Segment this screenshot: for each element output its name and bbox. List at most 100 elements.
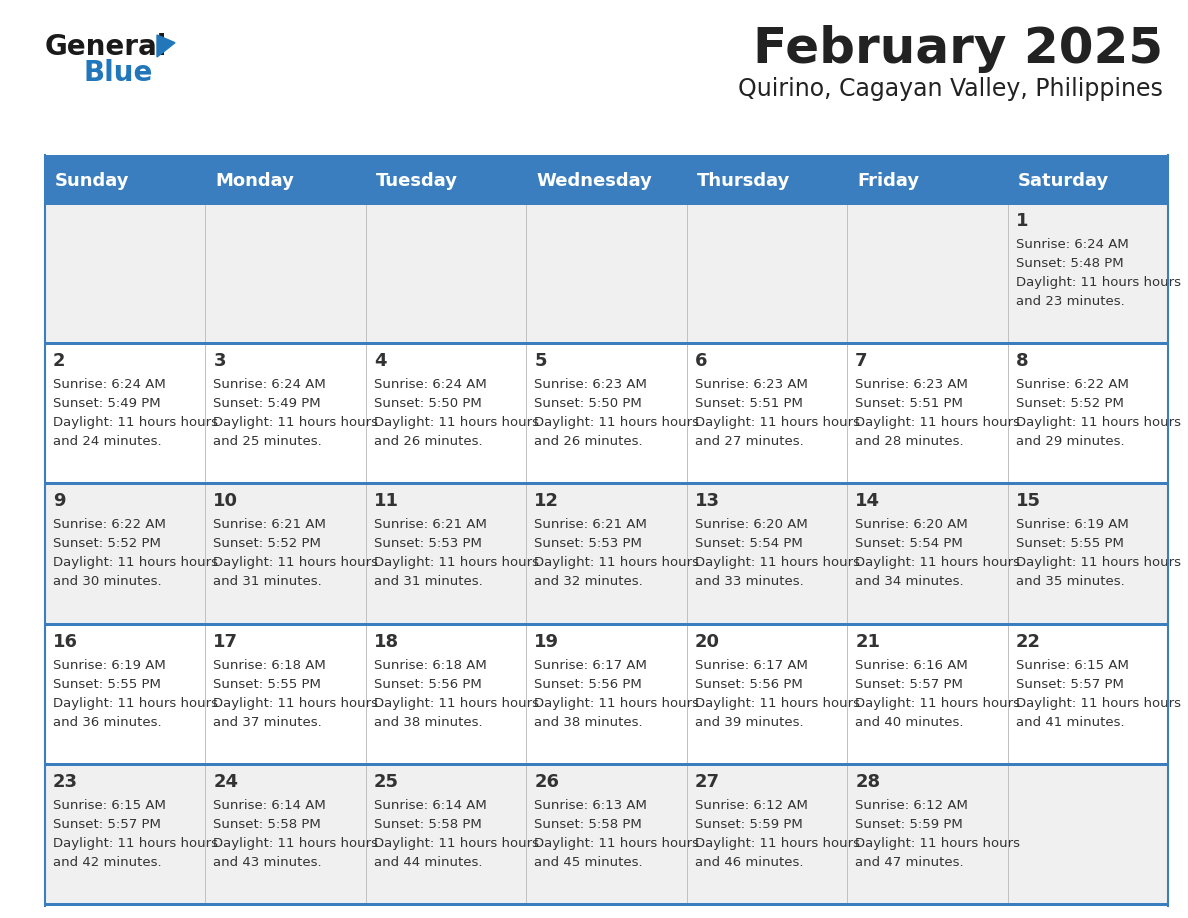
- Text: 18: 18: [374, 633, 399, 651]
- Text: Daylight: 11 hours hours: Daylight: 11 hours hours: [1016, 276, 1181, 289]
- Bar: [45, 155, 1168, 160]
- Text: Sunset: 5:54 PM: Sunset: 5:54 PM: [855, 537, 963, 551]
- Text: 6: 6: [695, 353, 707, 370]
- Bar: [45, 342, 1168, 345]
- Text: Sunset: 5:57 PM: Sunset: 5:57 PM: [1016, 677, 1124, 690]
- Text: and 23 minutes.: and 23 minutes.: [1016, 295, 1124, 308]
- Text: Sunrise: 6:15 AM: Sunrise: 6:15 AM: [53, 799, 166, 812]
- Text: 20: 20: [695, 633, 720, 651]
- Text: Sunrise: 6:19 AM: Sunrise: 6:19 AM: [53, 658, 166, 672]
- Text: and 34 minutes.: and 34 minutes.: [855, 576, 963, 588]
- Text: Sunset: 5:51 PM: Sunset: 5:51 PM: [855, 397, 963, 410]
- Text: and 38 minutes.: and 38 minutes.: [374, 716, 482, 729]
- Text: Sunset: 5:54 PM: Sunset: 5:54 PM: [695, 537, 802, 551]
- Text: Quirino, Cagayan Valley, Philippines: Quirino, Cagayan Valley, Philippines: [738, 77, 1163, 101]
- Text: Sunrise: 6:24 AM: Sunrise: 6:24 AM: [1016, 238, 1129, 251]
- Text: 3: 3: [214, 353, 226, 370]
- Text: Daylight: 11 hours hours: Daylight: 11 hours hours: [1016, 697, 1181, 710]
- Text: Sunrise: 6:13 AM: Sunrise: 6:13 AM: [535, 799, 647, 812]
- Text: Sunrise: 6:21 AM: Sunrise: 6:21 AM: [535, 519, 647, 532]
- Text: Sunrise: 6:17 AM: Sunrise: 6:17 AM: [535, 658, 647, 672]
- Text: Daylight: 11 hours hours: Daylight: 11 hours hours: [855, 556, 1020, 569]
- Text: Sunset: 5:48 PM: Sunset: 5:48 PM: [1016, 257, 1123, 270]
- Text: 10: 10: [214, 492, 239, 510]
- Text: 22: 22: [1016, 633, 1041, 651]
- Text: Sunrise: 6:18 AM: Sunrise: 6:18 AM: [214, 658, 327, 672]
- Text: February 2025: February 2025: [753, 25, 1163, 73]
- Text: 26: 26: [535, 773, 560, 790]
- Text: and 44 minutes.: and 44 minutes.: [374, 856, 482, 868]
- Text: Wednesday: Wednesday: [536, 172, 652, 190]
- Text: Sunrise: 6:22 AM: Sunrise: 6:22 AM: [1016, 378, 1129, 391]
- Text: Sunrise: 6:19 AM: Sunrise: 6:19 AM: [1016, 519, 1129, 532]
- Text: 11: 11: [374, 492, 399, 510]
- Text: Sunset: 5:49 PM: Sunset: 5:49 PM: [214, 397, 321, 410]
- Text: Sunrise: 6:14 AM: Sunrise: 6:14 AM: [214, 799, 327, 812]
- Text: Daylight: 11 hours hours: Daylight: 11 hours hours: [535, 697, 700, 710]
- Text: Sunset: 5:57 PM: Sunset: 5:57 PM: [855, 677, 963, 690]
- Text: Daylight: 11 hours hours: Daylight: 11 hours hours: [535, 416, 700, 430]
- Text: Sunset: 5:51 PM: Sunset: 5:51 PM: [695, 397, 803, 410]
- Text: Sunrise: 6:20 AM: Sunrise: 6:20 AM: [855, 519, 968, 532]
- Text: Sunset: 5:55 PM: Sunset: 5:55 PM: [214, 677, 321, 690]
- Text: Sunrise: 6:20 AM: Sunrise: 6:20 AM: [695, 519, 808, 532]
- Text: Sunset: 5:52 PM: Sunset: 5:52 PM: [1016, 397, 1124, 410]
- Text: and 38 minutes.: and 38 minutes.: [535, 716, 643, 729]
- Text: Sunrise: 6:23 AM: Sunrise: 6:23 AM: [855, 378, 968, 391]
- Text: Monday: Monday: [215, 172, 295, 190]
- Text: Sunset: 5:50 PM: Sunset: 5:50 PM: [374, 397, 481, 410]
- Bar: [45, 763, 1168, 766]
- Text: and 30 minutes.: and 30 minutes.: [53, 576, 162, 588]
- Bar: [45, 202, 1168, 342]
- Text: Sunset: 5:59 PM: Sunset: 5:59 PM: [695, 818, 802, 831]
- Polygon shape: [157, 35, 175, 57]
- Text: Sunset: 5:59 PM: Sunset: 5:59 PM: [855, 818, 963, 831]
- Text: and 24 minutes.: and 24 minutes.: [53, 435, 162, 448]
- Text: Sunset: 5:50 PM: Sunset: 5:50 PM: [535, 397, 642, 410]
- Text: Friday: Friday: [858, 172, 920, 190]
- Text: Sunset: 5:55 PM: Sunset: 5:55 PM: [1016, 537, 1124, 551]
- Text: and 33 minutes.: and 33 minutes.: [695, 576, 803, 588]
- Text: Daylight: 11 hours hours: Daylight: 11 hours hours: [695, 556, 860, 569]
- Text: Daylight: 11 hours hours: Daylight: 11 hours hours: [535, 556, 700, 569]
- Text: Sunrise: 6:24 AM: Sunrise: 6:24 AM: [214, 378, 327, 391]
- Text: Daylight: 11 hours hours: Daylight: 11 hours hours: [855, 697, 1020, 710]
- Text: Daylight: 11 hours hours: Daylight: 11 hours hours: [374, 416, 539, 430]
- Text: Daylight: 11 hours hours: Daylight: 11 hours hours: [1016, 416, 1181, 430]
- Text: 27: 27: [695, 773, 720, 790]
- Text: 21: 21: [855, 633, 880, 651]
- Text: and 26 minutes.: and 26 minutes.: [374, 435, 482, 448]
- Text: Sunset: 5:53 PM: Sunset: 5:53 PM: [374, 537, 481, 551]
- Text: and 42 minutes.: and 42 minutes.: [53, 856, 162, 868]
- Text: 28: 28: [855, 773, 880, 790]
- Text: Daylight: 11 hours hours: Daylight: 11 hours hours: [214, 556, 379, 569]
- Text: and 46 minutes.: and 46 minutes.: [695, 856, 803, 868]
- Text: Daylight: 11 hours hours: Daylight: 11 hours hours: [53, 697, 219, 710]
- Text: 14: 14: [855, 492, 880, 510]
- Text: Sunset: 5:55 PM: Sunset: 5:55 PM: [53, 677, 160, 690]
- Text: 23: 23: [53, 773, 78, 790]
- Text: Sunset: 5:58 PM: Sunset: 5:58 PM: [374, 818, 481, 831]
- Text: Daylight: 11 hours hours: Daylight: 11 hours hours: [695, 416, 860, 430]
- Text: Sunrise: 6:12 AM: Sunrise: 6:12 AM: [855, 799, 968, 812]
- Text: Daylight: 11 hours hours: Daylight: 11 hours hours: [214, 416, 379, 430]
- Text: 12: 12: [535, 492, 560, 510]
- Text: Daylight: 11 hours hours: Daylight: 11 hours hours: [695, 837, 860, 850]
- Bar: [45, 622, 1168, 763]
- Text: 16: 16: [53, 633, 78, 651]
- Text: 9: 9: [53, 492, 65, 510]
- Text: Thursday: Thursday: [696, 172, 790, 190]
- Text: 13: 13: [695, 492, 720, 510]
- Text: 19: 19: [535, 633, 560, 651]
- Text: and 31 minutes.: and 31 minutes.: [374, 576, 482, 588]
- Text: 4: 4: [374, 353, 386, 370]
- Text: Sunday: Sunday: [55, 172, 129, 190]
- Text: Sunset: 5:57 PM: Sunset: 5:57 PM: [53, 818, 160, 831]
- Text: and 45 minutes.: and 45 minutes.: [535, 856, 643, 868]
- Text: Sunset: 5:53 PM: Sunset: 5:53 PM: [535, 537, 643, 551]
- Text: Daylight: 11 hours hours: Daylight: 11 hours hours: [855, 837, 1020, 850]
- Text: Daylight: 11 hours hours: Daylight: 11 hours hours: [855, 416, 1020, 430]
- Text: Sunset: 5:58 PM: Sunset: 5:58 PM: [535, 818, 642, 831]
- Text: and 29 minutes.: and 29 minutes.: [1016, 435, 1124, 448]
- Text: Daylight: 11 hours hours: Daylight: 11 hours hours: [53, 556, 219, 569]
